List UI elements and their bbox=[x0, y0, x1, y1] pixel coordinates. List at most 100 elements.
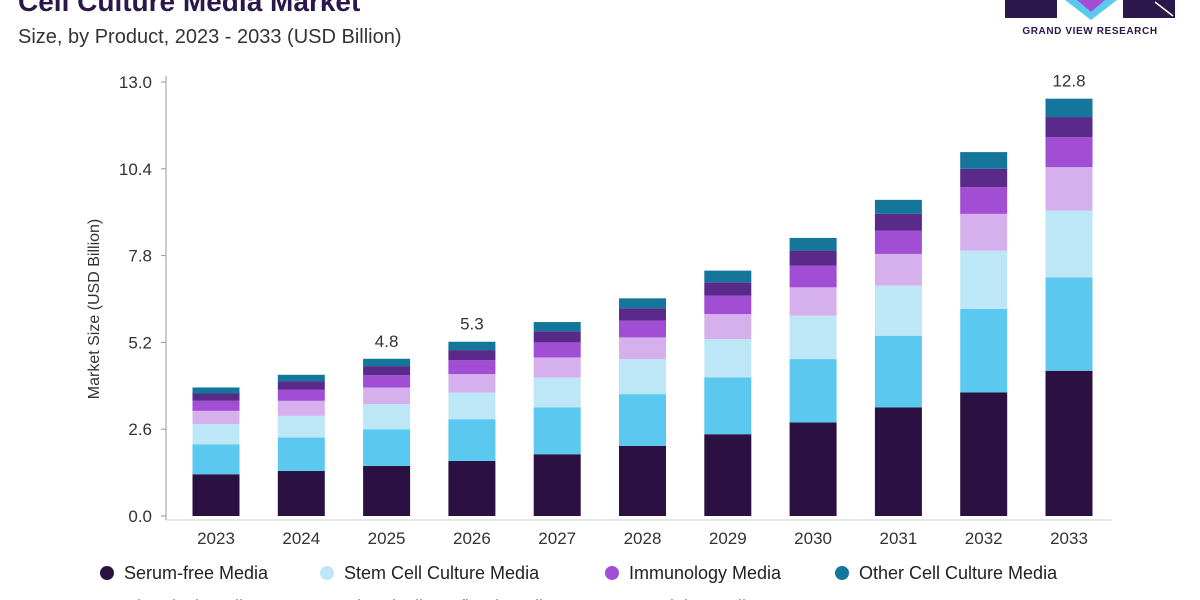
bar-segment bbox=[192, 400, 240, 411]
bar-segment bbox=[1045, 210, 1093, 278]
bar-segment bbox=[1045, 117, 1093, 138]
y-tick-label: 5.2 bbox=[128, 333, 152, 352]
x-tick-label: 2028 bbox=[624, 529, 662, 548]
legend-label: Other Cell Culture Media bbox=[859, 562, 1058, 583]
bar-segment bbox=[789, 315, 837, 360]
bar-segment bbox=[960, 187, 1008, 214]
bar-segment bbox=[789, 265, 837, 288]
bar-segment bbox=[277, 381, 325, 390]
bar-segment bbox=[448, 374, 496, 393]
bar-segment bbox=[533, 454, 581, 516]
bar-segment bbox=[619, 298, 666, 309]
bar-segment bbox=[960, 152, 1008, 169]
bar-segment bbox=[533, 407, 581, 455]
bar-segment bbox=[960, 168, 1008, 188]
bar-segment bbox=[277, 400, 325, 416]
legend-label: Specialty Media bbox=[629, 597, 756, 600]
chart-title: Cell Culture Media Market bbox=[18, 0, 361, 17]
bar-segment bbox=[789, 250, 837, 266]
legend-item: Immunology Media bbox=[605, 562, 781, 584]
bar-total-label: 12.8 bbox=[1052, 72, 1085, 91]
bar-segment bbox=[704, 434, 752, 516]
bar-segment bbox=[192, 424, 240, 445]
bar-segment bbox=[619, 359, 666, 395]
bar-segment bbox=[363, 366, 411, 376]
bar-segment bbox=[533, 377, 581, 408]
bar-segment bbox=[533, 331, 581, 343]
x-tick-label: 2024 bbox=[282, 529, 320, 548]
bar-segment bbox=[619, 394, 666, 446]
legend-item: Stem Cell Culture Media bbox=[320, 562, 539, 584]
bar-total-label: 5.3 bbox=[460, 315, 484, 334]
stacked-bar-chart: 0.0 2.6 5.2 7.8 10.4 13.0 Market Size (USD Bil… bbox=[86, 72, 1112, 548]
bar-segment bbox=[619, 320, 666, 338]
bar-segment bbox=[192, 410, 240, 425]
legend-label: Immunology Media bbox=[629, 562, 782, 583]
bar-segment bbox=[1045, 137, 1093, 168]
bar-segment bbox=[363, 465, 411, 516]
x-tick-label: 2029 bbox=[709, 529, 747, 548]
bar-segment bbox=[874, 285, 922, 336]
bar-segment bbox=[277, 470, 325, 516]
legend-item: Chemically Defined Media bbox=[320, 596, 553, 600]
y-tick-label: 7.8 bbox=[128, 247, 152, 266]
bar-segment bbox=[789, 422, 837, 516]
legend-item: Specialty Media bbox=[605, 596, 756, 600]
bar-segment bbox=[192, 393, 240, 401]
bar-segment bbox=[874, 335, 922, 408]
legend-swatch bbox=[320, 566, 334, 581]
bar-segment bbox=[874, 213, 922, 231]
bar-segment bbox=[1045, 277, 1093, 371]
bar-segment bbox=[277, 415, 325, 438]
bar-segment bbox=[533, 342, 581, 358]
bar-segment bbox=[704, 377, 752, 435]
bar-segment bbox=[363, 387, 411, 405]
y-tick-label: 2.6 bbox=[128, 420, 152, 439]
bar-segment bbox=[960, 213, 1008, 251]
bar-segment bbox=[874, 230, 922, 254]
bar-segment bbox=[960, 392, 1008, 516]
x-tick-label: 2026 bbox=[453, 529, 491, 548]
bar-segment bbox=[448, 392, 496, 420]
legend-label: Chemically Defined Media bbox=[344, 597, 553, 600]
bar-segment bbox=[448, 350, 496, 361]
legend-swatch bbox=[835, 566, 849, 581]
bar-segment bbox=[533, 357, 581, 378]
x-tick-label: 2025 bbox=[368, 529, 406, 548]
bar-segment bbox=[1045, 167, 1093, 211]
legend-item: Serum-free Media bbox=[100, 562, 268, 584]
y-tick-label: 0.0 bbox=[128, 507, 152, 526]
bar-segment bbox=[619, 337, 666, 360]
bar-segment bbox=[704, 314, 752, 340]
bar-segment bbox=[448, 419, 496, 461]
bar-segment bbox=[789, 287, 837, 316]
legend-swatch bbox=[100, 566, 114, 581]
x-tick-label: 2032 bbox=[965, 529, 1003, 548]
bar-segment bbox=[704, 270, 752, 283]
x-tick-label: 2023 bbox=[197, 529, 235, 548]
y-tick-label: 13.0 bbox=[119, 73, 152, 92]
x-tick-label: 2027 bbox=[538, 529, 576, 548]
bar-segment bbox=[277, 437, 325, 471]
bar-segment bbox=[363, 358, 411, 367]
bar-segment bbox=[874, 253, 922, 286]
bar-segment bbox=[704, 282, 752, 296]
bar-segment bbox=[704, 295, 752, 315]
grand-view-research-logo-icon bbox=[1005, 0, 1175, 20]
legend-item: Chemical Media bbox=[100, 596, 253, 600]
bar-segment bbox=[619, 445, 666, 516]
bar-segment bbox=[192, 444, 240, 475]
bar-segment bbox=[704, 339, 752, 378]
bar-segment bbox=[448, 360, 496, 375]
chart-subtitle: Size, by Product, 2023 - 2033 (USD Billi… bbox=[18, 26, 402, 48]
logo-text: GRAND VIEW RESEARCH bbox=[1022, 26, 1158, 37]
bar-segment bbox=[277, 389, 325, 401]
bar-segment bbox=[960, 250, 1008, 310]
bar-segment bbox=[448, 460, 496, 516]
bar-segment bbox=[960, 309, 1008, 393]
bar-segment bbox=[363, 375, 411, 388]
legend-label: Chemical Media bbox=[124, 597, 253, 600]
x-tick-label: 2031 bbox=[879, 529, 917, 548]
x-tick-label: 2030 bbox=[794, 529, 832, 548]
